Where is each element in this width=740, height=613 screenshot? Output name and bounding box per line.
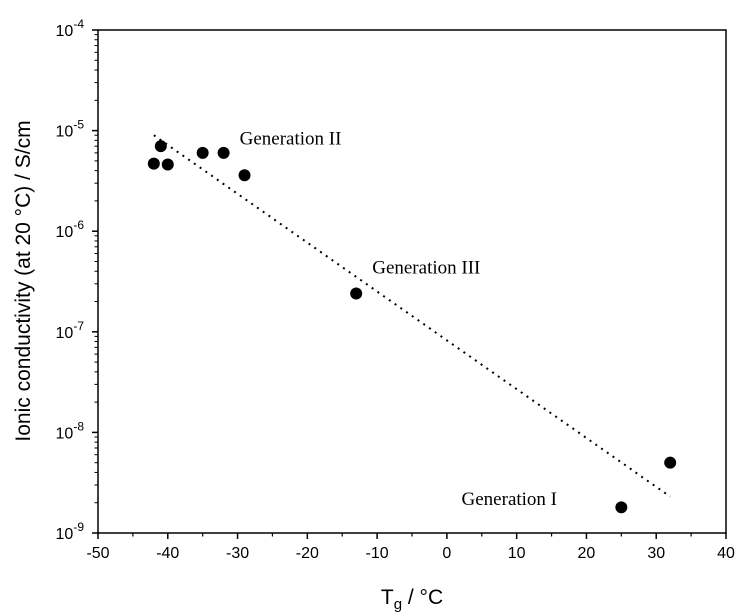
y-tick-label: 10-9 [56, 520, 85, 543]
x-tick-label: 10 [508, 545, 526, 562]
data-point [196, 146, 209, 159]
y-tick-label-exponent: -4 [73, 17, 84, 31]
x-tick-label: 0 [442, 545, 451, 562]
data-point [217, 146, 230, 159]
y-tick-label-exponent: -8 [73, 419, 84, 433]
x-axis: -50 -40 -30 -20 -10 0 10 20 30 40 [86, 533, 735, 562]
y-tick-label-exponent: -9 [73, 520, 84, 534]
annotation-label: Generation I [462, 489, 557, 510]
y-tick-label-exponent: -6 [73, 218, 84, 232]
x-axis-title-subscript: g [394, 596, 402, 613]
y-tick-label-exponent: -5 [73, 118, 84, 132]
y-tick-label-base: 10 [56, 124, 74, 141]
data-point [147, 157, 160, 170]
plot-frame [97, 29, 727, 534]
annotation-label: Generation III [372, 257, 480, 278]
y-tick-label-base: 10 [56, 325, 74, 342]
x-tick-label: 20 [578, 545, 596, 562]
data-point [238, 169, 251, 182]
x-axis-title: Tg / °C [381, 586, 443, 613]
y-tick-label-base: 10 [56, 23, 74, 40]
y-tick-label: 10-8 [56, 419, 85, 442]
y-tick-label-exponent: -7 [73, 319, 84, 333]
y-tick-label: 10-6 [56, 218, 85, 241]
data-point [154, 140, 167, 153]
data-point [664, 456, 677, 469]
x-tick-label: 30 [647, 545, 665, 562]
y-tick-label: 10-7 [56, 319, 85, 342]
y-tick-label: 10-4 [56, 17, 85, 40]
y-axis-title: Ionic conductivity (at 20 °C) / S/cm [12, 120, 35, 441]
annotation-label: Generation II [240, 128, 342, 149]
y-axis: 10-910-810-710-610-510-4 [56, 17, 98, 543]
x-tick-label: -50 [86, 545, 109, 562]
x-tick-label: 40 [717, 545, 735, 562]
x-axis-title-suffix: / °C [402, 586, 443, 609]
y-tick-label-base: 10 [56, 425, 74, 442]
data-points [147, 140, 677, 514]
data-point [161, 158, 174, 171]
x-tick-label: -20 [296, 545, 319, 562]
annotations: Generation II Generation III Generation I [240, 128, 557, 510]
y-tick-label-base: 10 [56, 224, 74, 241]
x-tick-label: -40 [156, 545, 179, 562]
x-tick-label: -10 [366, 545, 389, 562]
y-tick-label-base: 10 [56, 526, 74, 543]
x-tick-label: -30 [226, 545, 249, 562]
y-tick-label: 10-5 [56, 118, 85, 141]
data-point [350, 287, 363, 300]
data-point [615, 501, 628, 514]
trend-line [153, 134, 671, 498]
